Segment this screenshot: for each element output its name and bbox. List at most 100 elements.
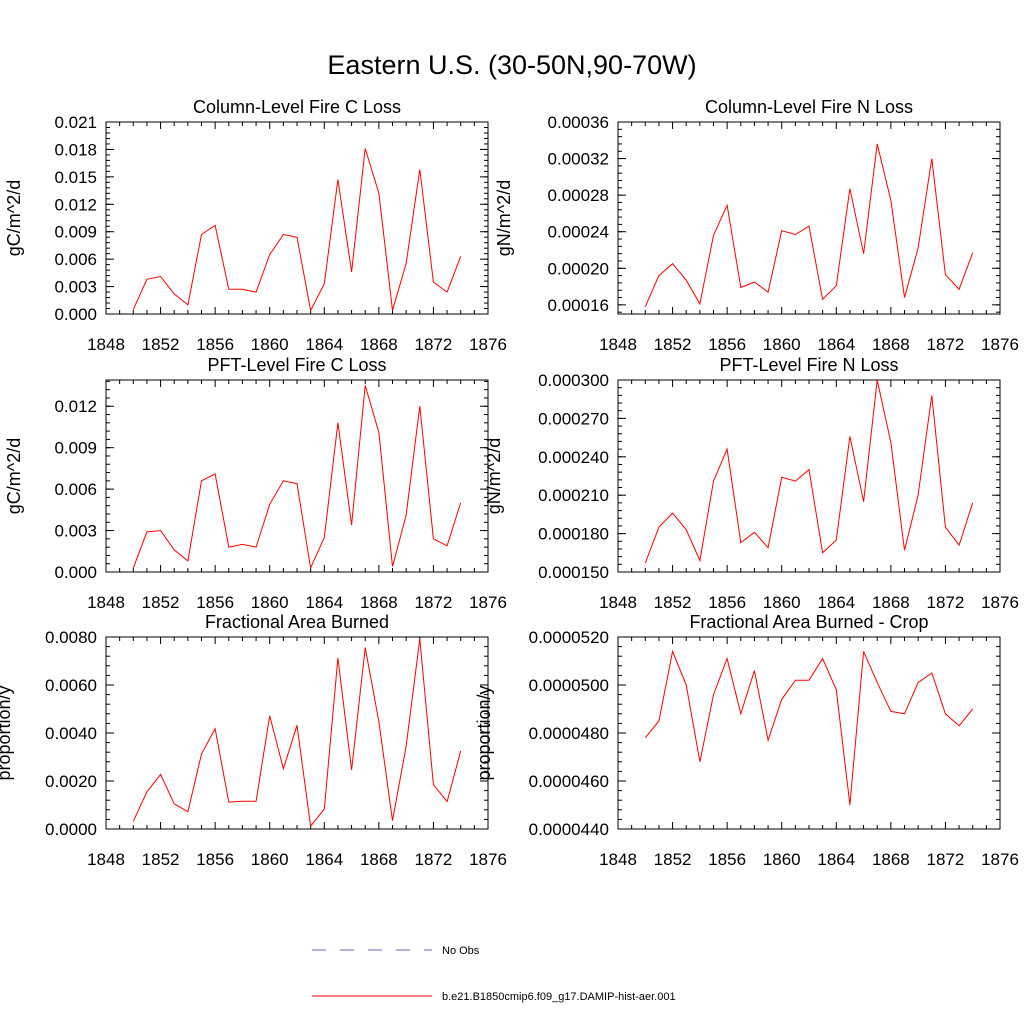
y-tick-label: 0.006 bbox=[54, 480, 97, 499]
legend: No Obs b.e21.B1850cmip6.f09_g17.DAMIP-hi… bbox=[312, 945, 676, 1003]
chart-panels: Column-Level Fire C Loss gC/m^2/d 1848 1852… bbox=[0, 97, 1019, 869]
x-tick-label: 1864 bbox=[817, 593, 855, 612]
series-line bbox=[644, 143, 974, 307]
x-tick-label: 1856 bbox=[196, 850, 234, 869]
x-tick-label: 1852 bbox=[654, 850, 692, 869]
x-tick-label: 1848 bbox=[87, 593, 125, 612]
y-tick-label: 0.0000480 bbox=[529, 724, 609, 743]
y-axis-label: gN/m^2/d bbox=[494, 180, 514, 256]
x-tick-label: 1872 bbox=[415, 850, 453, 869]
y-tick-label: 0.000240 bbox=[538, 448, 609, 467]
y-tick-label: 0.000 bbox=[54, 563, 97, 582]
y-tick-label: 0.009 bbox=[54, 439, 97, 458]
x-tick-label: 1856 bbox=[708, 335, 746, 354]
panel-title: Fractional Area Burned bbox=[205, 612, 389, 632]
y-tick-label: 0.003 bbox=[54, 278, 97, 297]
x-tick-label: 1876 bbox=[981, 850, 1019, 869]
figure-title: Eastern U.S. (30-50N,90-70W) bbox=[327, 50, 696, 80]
y-tick-label: 0.0000500 bbox=[529, 676, 609, 695]
panel-title: Fractional Area Burned - Crop bbox=[689, 612, 928, 632]
y-tick-label: 0.012 bbox=[54, 195, 97, 214]
x-tick-label: 1860 bbox=[763, 850, 801, 869]
x-tick-label: 1860 bbox=[251, 593, 289, 612]
y-tick-label: 0.0000 bbox=[45, 820, 97, 839]
y-tick-label: 0.003 bbox=[54, 522, 97, 541]
series-line bbox=[132, 638, 462, 828]
y-tick-label: 0.00028 bbox=[548, 186, 609, 205]
x-tick-label: 1868 bbox=[872, 335, 910, 354]
y-tick-label: 0.00032 bbox=[548, 150, 609, 169]
y-tick-label: 0.000 bbox=[54, 305, 97, 324]
y-tick-label: 0.0060 bbox=[45, 676, 97, 695]
plot-frame bbox=[105, 636, 489, 830]
y-tick-label: 0.0000440 bbox=[529, 820, 609, 839]
x-tick-label: 1868 bbox=[360, 850, 398, 869]
x-tick-label: 1856 bbox=[196, 335, 234, 354]
series-line bbox=[644, 649, 974, 806]
x-tick-label: 1856 bbox=[708, 850, 746, 869]
y-tick-label: 0.000180 bbox=[538, 525, 609, 544]
x-tick-label: 1848 bbox=[87, 850, 125, 869]
y-tick-label: 0.018 bbox=[54, 140, 97, 159]
y-tick-label: 0.021 bbox=[54, 113, 97, 132]
series-line bbox=[132, 385, 462, 570]
x-tick-label: 1848 bbox=[87, 335, 125, 354]
y-tick-label: 0.00020 bbox=[548, 259, 609, 278]
x-tick-label: 1876 bbox=[469, 335, 507, 354]
x-tick-label: 1868 bbox=[872, 850, 910, 869]
x-tick-label: 1848 bbox=[599, 335, 637, 354]
y-tick-label: 0.0000460 bbox=[529, 772, 609, 791]
y-tick-label: 0.00016 bbox=[548, 296, 609, 315]
y-tick-label: 0.00024 bbox=[548, 223, 609, 242]
plot-frame bbox=[105, 379, 489, 573]
y-tick-label: 0.000210 bbox=[538, 486, 609, 505]
plot-frame bbox=[105, 121, 489, 315]
y-axis-label: proportion/y bbox=[0, 685, 14, 780]
series-line bbox=[132, 148, 462, 312]
x-tick-label: 1860 bbox=[763, 335, 801, 354]
x-tick-label: 1876 bbox=[981, 335, 1019, 354]
panel-title: Column-Level Fire N Loss bbox=[705, 97, 913, 117]
series-line bbox=[644, 379, 974, 564]
x-tick-label: 1856 bbox=[196, 593, 234, 612]
x-tick-label: 1876 bbox=[469, 850, 507, 869]
chart-panel-5: Fractional Area Burned proportion/y 1848 18… bbox=[0, 612, 507, 869]
y-tick-label: 0.006 bbox=[54, 250, 97, 269]
y-tick-label: 0.000300 bbox=[538, 371, 609, 390]
y-axis-label: gN/m^2/d bbox=[484, 438, 504, 514]
panel-title: Column-Level Fire C Loss bbox=[193, 97, 401, 117]
y-tick-label: 0.0020 bbox=[45, 772, 97, 791]
x-tick-label: 1868 bbox=[360, 335, 398, 354]
x-tick-label: 1872 bbox=[415, 335, 453, 354]
plot-frame bbox=[617, 379, 1001, 573]
x-tick-label: 1856 bbox=[708, 593, 746, 612]
x-tick-label: 1860 bbox=[763, 593, 801, 612]
x-tick-label: 1860 bbox=[251, 850, 289, 869]
y-tick-label: 0.009 bbox=[54, 223, 97, 242]
y-tick-label: 0.000270 bbox=[538, 409, 609, 428]
chart-panel-2: Column-Level Fire N Loss gN/m^2/d 1848 1852… bbox=[494, 97, 1019, 354]
x-tick-label: 1872 bbox=[415, 593, 453, 612]
y-tick-label: 0.015 bbox=[54, 168, 97, 187]
x-tick-label: 1852 bbox=[654, 335, 692, 354]
x-tick-label: 1872 bbox=[927, 593, 965, 612]
y-tick-label: 0.0080 bbox=[45, 628, 97, 647]
y-tick-label: 0.0040 bbox=[45, 724, 97, 743]
x-tick-label: 1848 bbox=[599, 593, 637, 612]
y-tick-label: 0.00036 bbox=[548, 113, 609, 132]
x-tick-label: 1868 bbox=[360, 593, 398, 612]
x-tick-label: 1852 bbox=[142, 593, 180, 612]
plot-frame bbox=[617, 121, 1001, 315]
y-tick-label: 0.000150 bbox=[538, 563, 609, 582]
panel-title: PFT-Level Fire C Loss bbox=[207, 355, 386, 375]
x-tick-label: 1876 bbox=[981, 593, 1019, 612]
y-axis-label: gC/m^2/d bbox=[4, 438, 24, 514]
x-tick-label: 1852 bbox=[142, 850, 180, 869]
x-tick-label: 1864 bbox=[817, 850, 855, 869]
x-tick-label: 1872 bbox=[927, 850, 965, 869]
y-axis-label: proportion/y bbox=[474, 685, 494, 780]
y-tick-label: 0.012 bbox=[54, 397, 97, 416]
x-tick-label: 1872 bbox=[927, 335, 965, 354]
x-tick-label: 1864 bbox=[817, 335, 855, 354]
